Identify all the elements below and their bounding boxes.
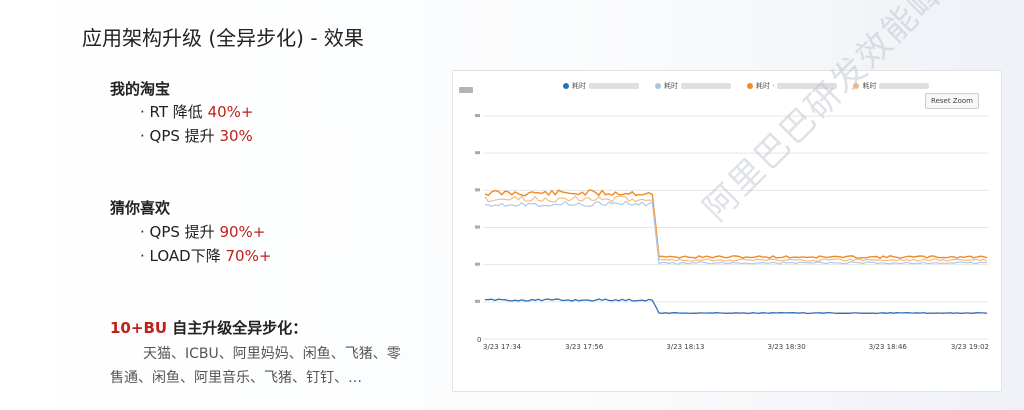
- legend-dot-icon: [853, 83, 860, 89]
- series-dark-blue: [484, 298, 988, 315]
- bu-count: 10+BU: [110, 319, 168, 337]
- chart-legend: 耗时 耗时 耗时 · 耗时: [563, 79, 930, 93]
- y-axis-title-redacted: [459, 87, 473, 93]
- bullet-qps: · QPS 提升 30%: [140, 125, 253, 146]
- legend-dot-icon: [747, 83, 753, 89]
- chart-series: [484, 189, 988, 315]
- section-heading-guess-you-like: 猜你喜欢: [110, 199, 171, 217]
- bullet-qps-2-value: 90%+: [219, 223, 266, 241]
- x-tick-label: 3/23 18:30: [768, 343, 806, 351]
- bullet-load-label: · LOAD下降: [140, 247, 226, 265]
- legend-item[interactable]: 耗时: [655, 79, 731, 93]
- y-tick-label-redacted: [475, 151, 480, 155]
- y-tick-label-redacted: [475, 262, 480, 266]
- bullet-qps-label: · QPS 提升: [140, 127, 220, 145]
- bullet-qps-value: 30%: [219, 127, 253, 145]
- bullet-load-value: 70%+: [225, 247, 272, 265]
- chart-gridlines: [483, 115, 989, 340]
- legend-item[interactable]: 耗时: [853, 79, 930, 93]
- bu-heading-text: 自主升级全异步化：: [167, 319, 308, 337]
- chart-panel: 耗时 耗时 耗时 · 耗时 Reset Zoom 0 3/23 17:34 3/2…: [452, 70, 1002, 392]
- bullet-load: · LOAD下降 70%+: [140, 245, 271, 266]
- legend-redacted: [777, 83, 838, 89]
- legend-label: 耗时: [572, 82, 586, 90]
- bullet-rt: · RT 降低 40%+: [140, 101, 254, 122]
- x-tick-label: 3/23 17:34: [483, 343, 522, 351]
- bullet-rt-label: · RT 降低: [140, 103, 208, 121]
- y-tick-zero: 0: [477, 336, 481, 344]
- x-tick-label: 3/23 18:46: [869, 343, 908, 351]
- bullet-qps-2: · QPS 提升 90%+: [140, 221, 265, 242]
- legend-redacted: [589, 83, 639, 89]
- legend-redacted: [681, 83, 731, 89]
- bullet-qps-2-label: · QPS 提升: [140, 223, 220, 241]
- reset-zoom-button[interactable]: Reset Zoom: [925, 93, 979, 109]
- bu-heading: 10+BU 自主升级全异步化：: [110, 317, 307, 338]
- legend-dot-icon: [563, 83, 569, 89]
- y-tick-label-redacted: [475, 225, 480, 229]
- series-light-blue: [484, 200, 987, 265]
- legend-redacted: [879, 83, 930, 89]
- legend-label: 耗时: [862, 82, 877, 90]
- x-axis-ticks: 3/23 17:34 3/23 17:56 3/23 18:13 3/23 18:30…: [483, 343, 989, 351]
- bullet-rt-value: 40%+: [207, 103, 254, 121]
- section-heading-my-taobao: 我的淘宝: [110, 80, 171, 98]
- y-tick-label-redacted: [475, 114, 480, 117]
- series-light-orange: [484, 195, 988, 262]
- y-tick-label-redacted: [475, 188, 480, 192]
- series-dark-orange: [484, 189, 988, 260]
- x-tick-label: 3/23 18:13: [666, 343, 704, 351]
- legend-label: 耗时 ·: [756, 82, 775, 90]
- legend-item[interactable]: 耗时: [563, 79, 639, 93]
- legend-item[interactable]: 耗时 ·: [747, 79, 838, 93]
- bu-list-line-1: 天猫、ICBU、阿里妈妈、闲鱼、飞猪、零: [143, 346, 401, 362]
- y-tick-label-redacted: [475, 299, 480, 303]
- y-axis-ticks: 0: [475, 114, 481, 344]
- line-chart: 0 3/23 17:34 3/23 17:56 3/23 18:13 3/23 18:…: [475, 114, 989, 351]
- bu-list-line-2: 售通、闲鱼、阿里音乐、飞猪、钉钉、…: [110, 370, 362, 386]
- x-tick-label: 3/23 19:02: [951, 343, 989, 351]
- legend-dot-icon: [655, 83, 661, 89]
- slide-title: 应用架构升级 (全异步化) - 效果: [82, 26, 364, 50]
- legend-label: 耗时: [664, 82, 678, 90]
- x-tick-label: 3/23 17:56: [565, 343, 604, 351]
